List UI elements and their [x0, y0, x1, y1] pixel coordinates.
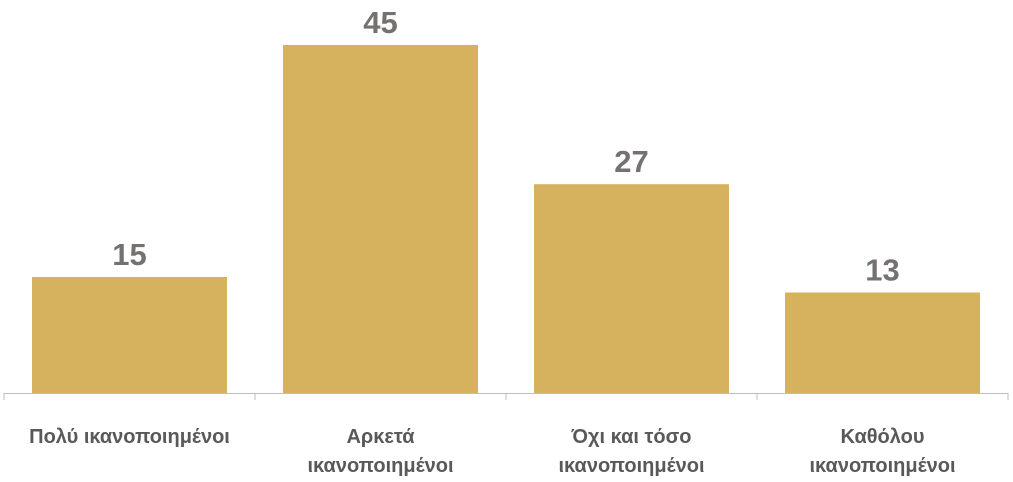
category-label-line: Καθόλου [840, 426, 924, 448]
bar-value-label-2: 45 [363, 5, 397, 40]
category-label-line: ικανοποιημένοι [307, 455, 453, 477]
bar-3 [534, 184, 729, 393]
bar-4 [785, 292, 980, 393]
bar-1 [32, 277, 227, 393]
category-label-3: Όχι και τόσο ικανοποιημένοι [558, 426, 704, 477]
category-label-line: Όχι και τόσο [570, 426, 691, 448]
category-label-4: Καθόλου ικανοποιημένοι [809, 426, 955, 477]
category-label-1: Πολύ ικανοποιημένοι [29, 426, 230, 448]
category-label-line: ικανοποιημένοι [809, 455, 955, 477]
bar-value-label-4: 13 [865, 253, 899, 288]
value-labels-group: 15 45 27 13 [112, 5, 899, 288]
category-label-2: Αρκετά ικανοποιημένοι [307, 426, 453, 477]
category-label-line: ικανοποιημένοι [558, 455, 704, 477]
category-labels-group: Πολύ ικανοποιημένοι Αρκετά ικανοποιημένοιΌ… [29, 426, 955, 477]
bars-group [32, 45, 980, 393]
bar-2 [283, 45, 478, 393]
bar-value-label-3: 27 [614, 144, 648, 179]
x-axis [3, 393, 1009, 400]
bar-value-label-1: 15 [112, 237, 146, 272]
category-label-line: Αρκετά [346, 426, 415, 448]
category-label-line: Πολύ ικανοποιημένοι [29, 426, 230, 448]
